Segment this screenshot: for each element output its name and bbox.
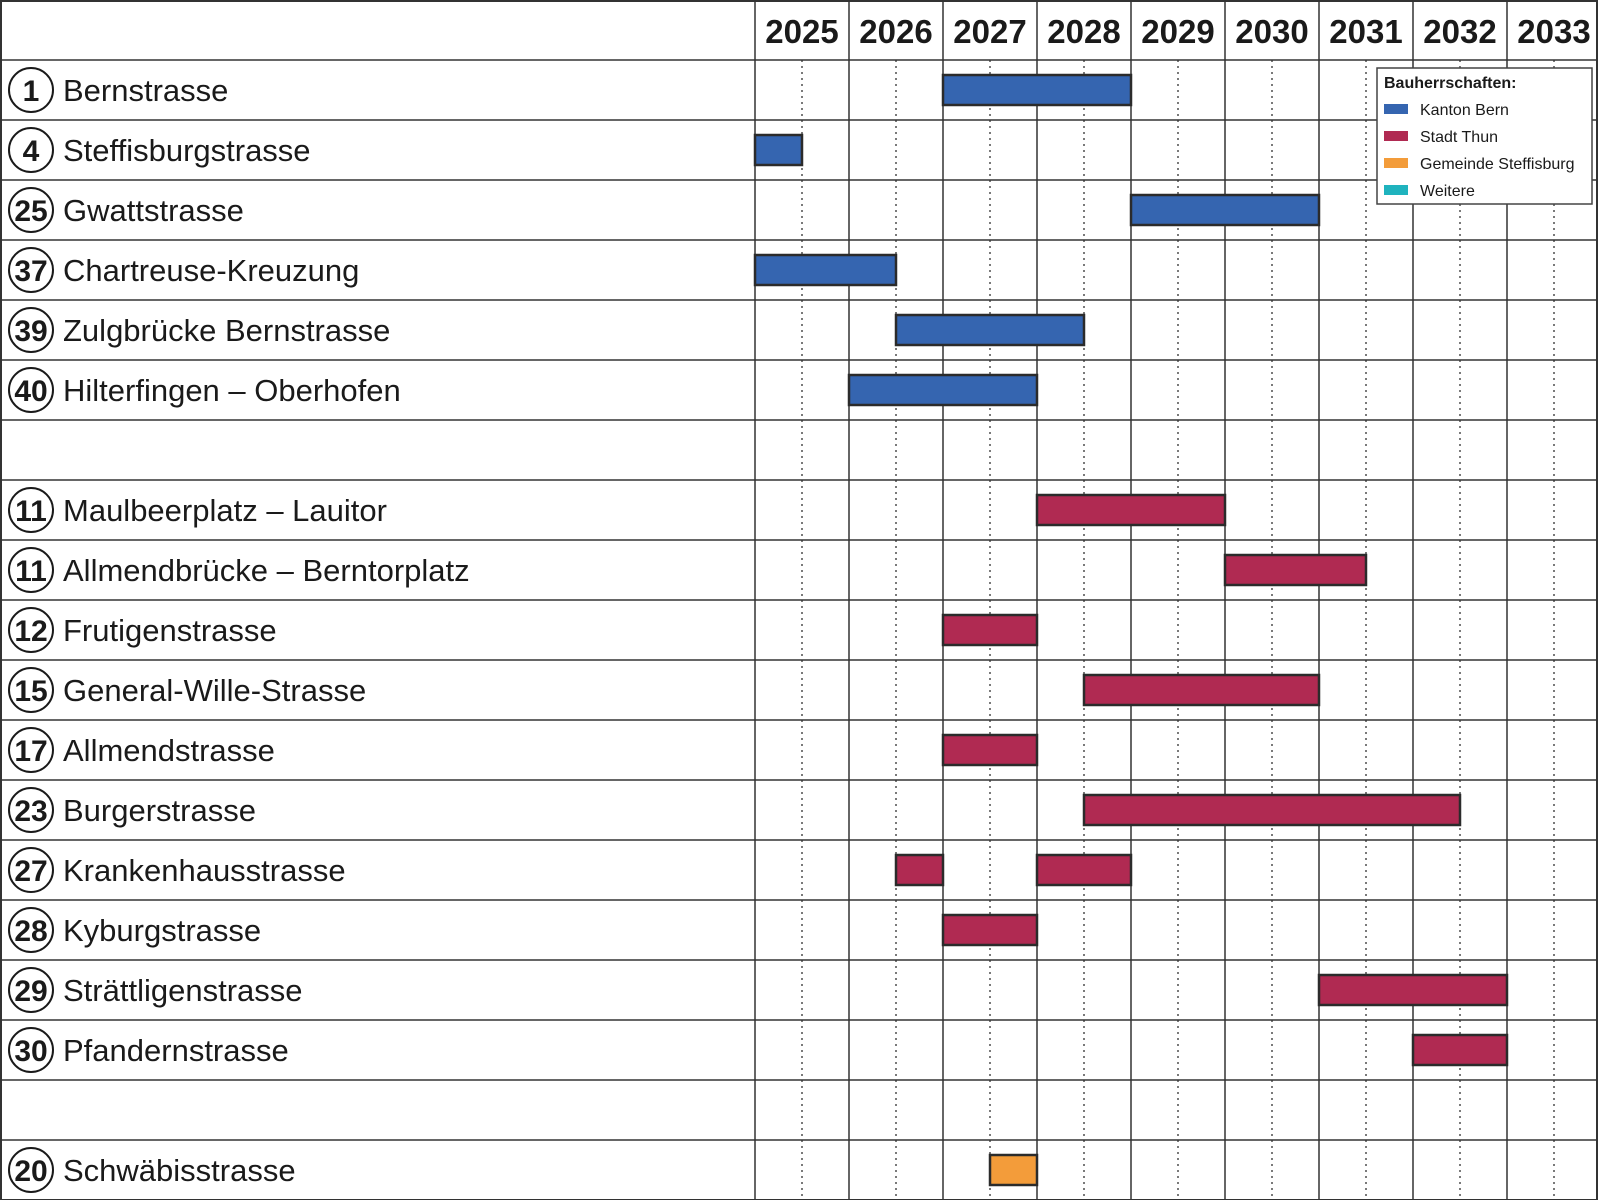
row-number: 11 xyxy=(15,555,47,588)
row-number-circle xyxy=(8,367,54,413)
gantt-bar xyxy=(1035,493,1227,527)
legend-label-gemeinde: Gemeinde Steffisburg xyxy=(1420,156,1574,173)
gantt-bar xyxy=(894,313,1086,347)
row-number: 25 xyxy=(14,195,47,228)
legend-swatch-weitere xyxy=(1384,185,1408,195)
row-label: Allmendstrasse xyxy=(63,733,275,768)
row-number: 17 xyxy=(14,735,47,768)
gantt-bar xyxy=(894,853,945,887)
gantt-bar xyxy=(988,1153,1039,1187)
row-label: Bernstrasse xyxy=(63,73,228,108)
row-label: Allmendbrücke – Berntorplatz xyxy=(63,553,470,588)
legend-swatch-kanton xyxy=(1384,104,1408,114)
gantt-bar xyxy=(1223,553,1368,587)
row-number-circle xyxy=(8,607,54,653)
year-label-2030: 2030 xyxy=(1235,13,1308,50)
row-number-circle xyxy=(8,1147,54,1193)
row-number: 28 xyxy=(14,915,47,948)
gantt-bar xyxy=(1035,853,1133,887)
legend-title: Bauherrschaften: xyxy=(1384,75,1516,92)
row-number-circle xyxy=(8,667,54,713)
year-label-2026: 2026 xyxy=(859,13,932,50)
row-number: 37 xyxy=(14,255,47,288)
row-number-circle xyxy=(8,787,54,833)
row-label: Steffisburgstrasse xyxy=(63,133,311,168)
row-number: 39 xyxy=(14,315,47,348)
year-label-2029: 2029 xyxy=(1141,13,1214,50)
row-label: Maulbeerplatz – Lauitor xyxy=(63,493,387,528)
row-number: 30 xyxy=(14,1035,47,1068)
row-number-circle xyxy=(8,547,54,593)
year-label-2032: 2032 xyxy=(1423,13,1496,50)
legend: Bauherrschaften: Kanton Bern Stadt Thun Gem… xyxy=(1376,67,1593,205)
row-label: Frutigenstrasse xyxy=(63,613,277,648)
gantt-bar xyxy=(941,913,1039,947)
row-number-circle xyxy=(8,487,54,533)
year-label-2033: 2033 xyxy=(1517,13,1590,50)
row-number-circle xyxy=(8,967,54,1013)
row-label: Kyburgstrasse xyxy=(63,913,261,948)
legend-label-kanton: Kanton Bern xyxy=(1420,102,1509,119)
row-label: Strättligenstrasse xyxy=(63,973,303,1008)
gantt-bar xyxy=(1082,793,1462,827)
gantt-bar xyxy=(1317,973,1509,1007)
gantt-bar xyxy=(1129,193,1321,227)
row-number-circle xyxy=(8,907,54,953)
legend-label-stadt: Stadt Thun xyxy=(1420,129,1498,146)
row-number: 29 xyxy=(14,975,47,1008)
gantt-bar xyxy=(753,133,804,167)
row-number-circle xyxy=(8,127,54,173)
gantt-bar xyxy=(941,73,1133,107)
gantt-bar xyxy=(941,613,1039,647)
row-number-circle xyxy=(8,847,54,893)
row-label: Gwattstrasse xyxy=(63,193,244,228)
gantt-bar xyxy=(941,733,1039,767)
row-number: 4 xyxy=(23,135,40,168)
year-label-2031: 2031 xyxy=(1329,13,1402,50)
row-label: Burgerstrasse xyxy=(63,793,256,828)
row-number: 11 xyxy=(15,495,47,528)
row-label: Pfandernstrasse xyxy=(63,1033,289,1068)
gantt-bar xyxy=(753,253,898,287)
row-label: Chartreuse-Kreuzung xyxy=(63,253,359,288)
legend-swatch-stadt xyxy=(1384,131,1408,141)
row-label: Hilterfingen – Oberhofen xyxy=(63,373,401,408)
row-label: General-Wille-Strasse xyxy=(63,673,366,708)
row-number: 23 xyxy=(14,795,47,828)
year-label-2025: 2025 xyxy=(765,13,838,50)
row-number-circle xyxy=(8,1027,54,1073)
row-label: Schwäbisstrasse xyxy=(63,1153,296,1188)
year-label-2028: 2028 xyxy=(1047,13,1120,50)
row-number: 1 xyxy=(23,75,40,108)
legend-swatch-gemeinde xyxy=(1384,158,1408,168)
legend-frame xyxy=(1376,67,1593,205)
gantt-bar xyxy=(1411,1033,1509,1067)
row-number-circle xyxy=(8,247,54,293)
row-number-circle xyxy=(8,307,54,353)
year-label-2027: 2027 xyxy=(953,13,1026,50)
row-number-circle xyxy=(8,187,54,233)
gantt-bar xyxy=(1082,673,1321,707)
row-number: 20 xyxy=(14,1155,47,1188)
row-number: 15 xyxy=(14,675,47,708)
row-number: 40 xyxy=(14,375,47,408)
row-number-circle xyxy=(8,727,54,773)
legend-label-weitere: Weitere xyxy=(1420,183,1475,200)
row-label: Zulgbrücke Bernstrasse xyxy=(63,313,390,348)
row-number: 27 xyxy=(14,855,47,888)
row-label: Krankenhausstrasse xyxy=(63,853,346,888)
row-number: 12 xyxy=(14,615,47,648)
gantt-bar xyxy=(847,373,1039,407)
row-number-circle xyxy=(8,67,54,113)
